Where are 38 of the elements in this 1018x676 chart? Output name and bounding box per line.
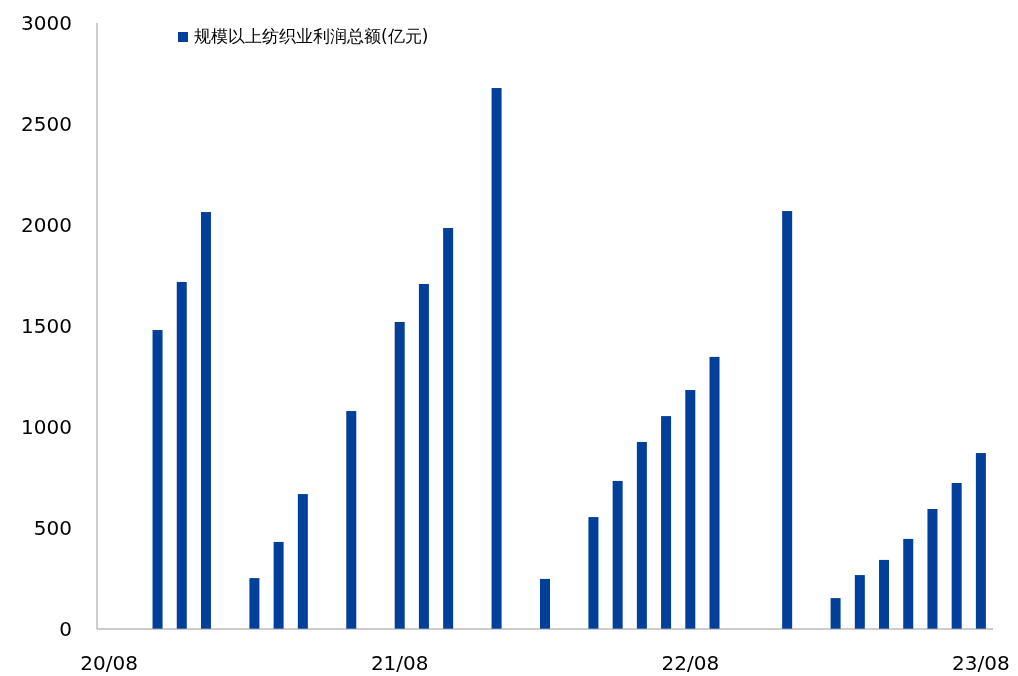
- bar: [951, 482, 962, 629]
- bar: [491, 88, 502, 629]
- bar: [661, 416, 672, 629]
- bar: [830, 598, 841, 629]
- bar: [176, 281, 187, 629]
- bar: [297, 494, 308, 629]
- x-tick-label: 22/08: [661, 651, 720, 675]
- x-tick-label: 23/08: [952, 651, 1010, 675]
- y-tick-label: 2000: [21, 213, 72, 237]
- bar: [854, 575, 865, 629]
- bar: [540, 578, 550, 629]
- bar: [152, 330, 163, 629]
- bar: [588, 517, 599, 629]
- y-tick-label: 3000: [21, 11, 72, 35]
- legend-label: 规模以上纺织业利润总额(亿元): [194, 26, 429, 46]
- bar: [394, 321, 405, 629]
- bar: [709, 356, 720, 629]
- bar: [927, 509, 938, 629]
- bar: [273, 541, 284, 629]
- bar: [346, 411, 357, 629]
- bar: [612, 480, 623, 629]
- x-tick-label: 21/08: [370, 651, 429, 675]
- bar: [903, 538, 914, 629]
- bar: [443, 228, 454, 629]
- bar: [879, 559, 890, 629]
- bar: [249, 578, 260, 629]
- y-tick-label: 1500: [21, 314, 72, 338]
- y-tick-label: 0: [59, 617, 72, 641]
- y-tick-label: 500: [33, 516, 72, 540]
- x-tick-label: 20/08: [80, 651, 138, 675]
- bar: [636, 441, 647, 629]
- y-tick-label: 1000: [21, 415, 72, 439]
- bar: [200, 212, 211, 629]
- bar: [975, 453, 986, 629]
- bar: [418, 283, 429, 629]
- bar: [782, 211, 793, 629]
- y-tick-label: 2500: [21, 112, 72, 136]
- bar: [685, 390, 696, 629]
